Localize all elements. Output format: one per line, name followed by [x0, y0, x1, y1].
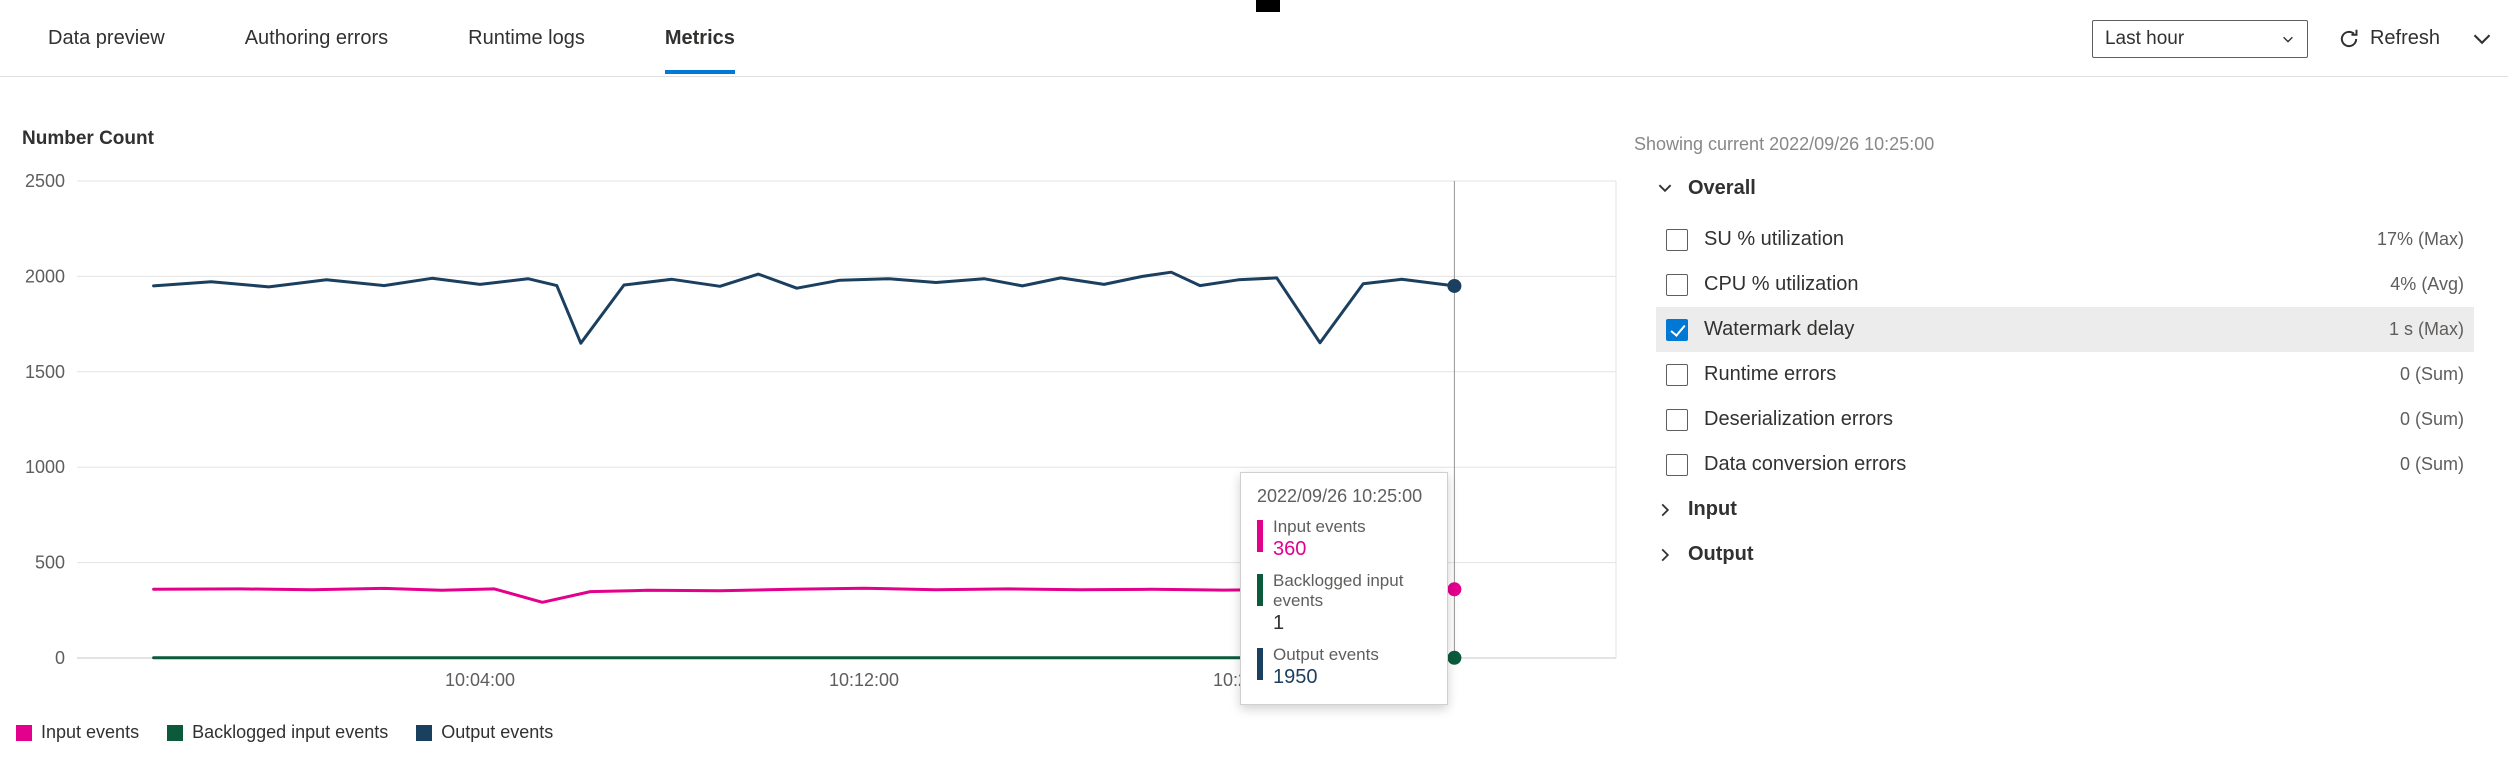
svg-text:1500: 1500: [25, 362, 65, 382]
checkbox[interactable]: [1666, 228, 1688, 251]
tooltip-item: Output events 1950: [1257, 645, 1431, 689]
legend-item-output-events[interactable]: Output events: [416, 722, 553, 743]
refresh-label: Refresh: [2369, 27, 2440, 49]
tab-metrics[interactable]: Metrics: [664, 0, 735, 77]
checkbox[interactable]: [1666, 453, 1688, 476]
group-output[interactable]: Output: [1656, 532, 2480, 577]
legend-swatch: [16, 724, 32, 741]
legend-swatch: [167, 724, 184, 741]
legend-swatch: [416, 724, 433, 741]
tab-runtime-logs[interactable]: Runtime logs: [468, 27, 585, 49]
group-label: Overall: [1688, 176, 1756, 199]
metric-row-runtime-errors[interactable]: Runtime errors 0 (Sum): [1656, 352, 2474, 397]
chevron-down-icon: [1658, 184, 1672, 193]
legend-label: Backlogged input events: [192, 722, 389, 742]
refresh-icon: [2340, 29, 2358, 47]
metric-row-cpu-utilization[interactable]: CPU % utilization 4% (Avg): [1656, 262, 2474, 307]
metric-label: CPU % utilization: [1704, 273, 1859, 295]
svg-text:2500: 2500: [25, 171, 65, 191]
metric-label: Deserialization errors: [1704, 408, 1893, 430]
tab-authoring-errors[interactable]: Authoring errors: [244, 27, 389, 49]
group-label: Input: [1688, 498, 1737, 520]
metric-value: 0 (Sum): [2399, 364, 2464, 384]
tooltip-item: Backlogged input events 1: [1257, 571, 1431, 635]
metric-value: 0 (Sum): [2399, 454, 2464, 474]
tab-data-preview[interactable]: Data preview: [48, 27, 165, 49]
metric-value: 17% (Max): [2376, 229, 2464, 249]
chevron-right-icon: [1661, 548, 1670, 561]
metric-row-data-conversion-errors[interactable]: Data conversion errors 0 (Sum): [1656, 442, 2474, 487]
metric-row-deserialization-errors[interactable]: Deserialization errors 0 (Sum): [1656, 397, 2474, 442]
svg-text:10:12:00: 10:12:00: [829, 670, 899, 690]
chart-tooltip: 2022/09/26 10:25:00 Input events 360 Bac…: [1240, 472, 1448, 705]
svg-text:0: 0: [55, 648, 65, 668]
showing-current-label: Showing current 2022/09/26 10:25:00: [1634, 134, 1935, 154]
refresh-button[interactable]: Refresh: [2338, 27, 2440, 50]
chevron-right-icon: [1661, 503, 1670, 516]
metric-value: 4% (Avg): [2390, 274, 2464, 294]
time-range-select[interactable]: Last hour: [2091, 19, 2308, 58]
metric-row-watermark-delay[interactable]: Watermark delay 1 s (Max): [1656, 307, 2474, 352]
metric-label: Runtime errors: [1704, 363, 1837, 385]
series-color-bar: [1257, 520, 1263, 552]
chart-title: Number Count: [22, 128, 154, 149]
collapse-panel-chevron-icon[interactable]: [2470, 27, 2494, 51]
tooltip-series-value: 360: [1273, 538, 1307, 560]
svg-text:1000: 1000: [25, 457, 65, 477]
metric-label: Data conversion errors: [1704, 453, 1907, 475]
metric-label: SU % utilization: [1704, 228, 1845, 250]
group-label: Output: [1688, 543, 1754, 565]
tooltip-series-label: Output events: [1273, 645, 1379, 664]
top-controls: Last hour Refresh: [2091, 0, 2494, 77]
metric-value: 0 (Sum): [2399, 409, 2464, 429]
checkbox[interactable]: [1666, 363, 1688, 386]
tooltip-series-label: Input events: [1273, 517, 1366, 536]
legend-item-input-events[interactable]: Input events: [16, 722, 139, 743]
checkbox[interactable]: [1666, 318, 1688, 341]
metric-list: SU % utilization 17% (Max) CPU % utiliza…: [1634, 217, 2480, 487]
tooltip-series-label: Backlogged input events: [1273, 571, 1404, 610]
group-overall[interactable]: Overall: [1656, 170, 2480, 206]
tooltip-series-value: 1: [1273, 612, 1285, 634]
legend-item-backlogged-input-events[interactable]: Backlogged input events: [167, 722, 388, 743]
metric-row-su-utilization[interactable]: SU % utilization 17% (Max): [1656, 217, 2474, 262]
chevron-down-icon: [2283, 36, 2293, 43]
tooltip-timestamp: 2022/09/26 10:25:00: [1257, 486, 1423, 506]
checkbox[interactable]: [1666, 273, 1688, 296]
tooltip-series-value: 1950: [1273, 666, 1318, 688]
metrics-panel: Showing current 2022/09/26 10:25:00 Over…: [1634, 134, 2480, 577]
metric-label: Watermark delay: [1704, 318, 1855, 340]
tab-bar: Data preview Authoring errors Runtime lo…: [0, 0, 2508, 77]
svg-text:10:04:00: 10:04:00: [445, 670, 515, 690]
tab-list: Data preview Authoring errors Runtime lo…: [48, 0, 735, 77]
browser-artifact: [1256, 0, 1280, 12]
series-color-bar: [1257, 648, 1263, 680]
svg-text:500: 500: [35, 553, 65, 573]
series-color-bar: [1257, 574, 1263, 606]
chart-legend: Input events Backlogged input events Out…: [16, 722, 553, 743]
tooltip-item: Input events 360: [1257, 517, 1431, 561]
legend-label: Output events: [441, 722, 554, 742]
svg-text:2000: 2000: [25, 266, 65, 286]
group-input[interactable]: Input: [1656, 487, 2480, 532]
time-range-value: Last hour: [2104, 27, 2185, 49]
legend-label: Input events: [41, 722, 140, 742]
checkbox[interactable]: [1666, 408, 1688, 431]
metric-value: 1 s (Max): [2388, 319, 2464, 339]
